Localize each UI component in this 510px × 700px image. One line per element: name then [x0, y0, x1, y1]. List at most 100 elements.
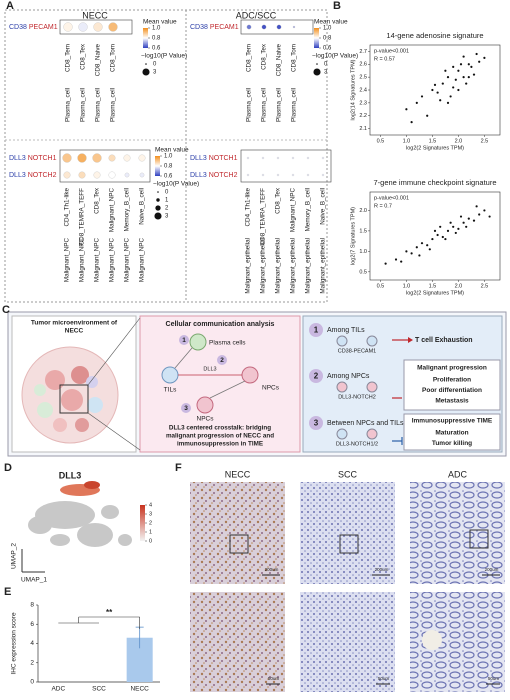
- y-axis-label: log2(14 Signatures TPM): [350, 59, 356, 120]
- effect: Tumor killing: [432, 440, 472, 447]
- legend-title: −log10(P Value): [153, 181, 199, 188]
- effect-box: [403, 413, 501, 451]
- color-tick-label: 4: [149, 502, 152, 508]
- panel-label: F: [175, 462, 182, 474]
- dot: [63, 22, 73, 32]
- image-title: ADC: [448, 469, 468, 479]
- image-title: SCC: [338, 469, 358, 479]
- cell: [336, 381, 348, 393]
- pair-label: DLL3 NOTCH1: [190, 155, 238, 162]
- point: [483, 209, 486, 212]
- plot-title: ADC/SCC: [236, 10, 277, 20]
- chart-title: 14-gene adenosine signature: [386, 31, 483, 40]
- x-tick-label: 2.5: [481, 138, 489, 144]
- color-bar: [155, 156, 160, 176]
- tme-title: NECC: [65, 328, 84, 335]
- point: [457, 88, 460, 92]
- effect: Poor differentiation: [422, 387, 482, 394]
- receptor: NOTCH1: [28, 155, 57, 162]
- color-bar: [314, 28, 319, 48]
- size-key: [154, 212, 162, 220]
- dot: [63, 171, 71, 179]
- scale-label: 200um: [375, 567, 389, 572]
- target-label: CD8_Tex: [94, 187, 101, 214]
- panel-label: D: [4, 462, 12, 474]
- ligand: DLL3: [190, 155, 207, 162]
- x-axis-label: log2(2 Signatures TPM): [406, 290, 464, 296]
- point: [441, 235, 444, 239]
- point: [433, 83, 437, 86]
- y-tick-label: 2.5: [359, 75, 367, 81]
- panel-label: A: [6, 0, 14, 12]
- size-key-label: 1: [165, 198, 169, 204]
- point: [457, 227, 460, 230]
- point: [470, 65, 473, 68]
- point: [405, 108, 408, 111]
- point: [475, 205, 478, 208]
- comm-box: [139, 315, 301, 453]
- point: [459, 63, 463, 66]
- y-tick-label: 1.0: [359, 249, 367, 255]
- comm-title: Cellular communication analysis: [166, 321, 275, 328]
- color-tick-label: 1.0: [152, 26, 161, 32]
- dot: [261, 173, 265, 177]
- cell: [366, 381, 378, 393]
- stat-label: p-value<0.001: [374, 48, 409, 54]
- dot: [276, 156, 280, 160]
- ihc-images: [190, 482, 505, 692]
- source-label: Malignant_NPC: [94, 238, 101, 283]
- y-tick-label: 2: [30, 659, 34, 666]
- receptor: NOTCH2: [209, 172, 238, 179]
- point: [459, 215, 463, 218]
- receptor: PECAM1: [210, 24, 239, 31]
- ligand-label: DLL3: [203, 366, 216, 372]
- panel-a-frame: [4, 9, 328, 303]
- dot: [292, 25, 296, 29]
- pair-label: CD38 PECAM1: [9, 24, 58, 31]
- pair-label: CD38 PECAM1: [190, 24, 239, 31]
- x-tick-label: 1.0: [403, 283, 411, 289]
- source-label: Malignant_NPC: [139, 238, 146, 283]
- source-label: Plasma_cell: [80, 88, 87, 122]
- target-label: Malignant_NPC: [290, 188, 297, 233]
- point: [472, 219, 476, 222]
- point: [415, 101, 418, 104]
- highlight-box: [59, 19, 133, 35]
- point: [467, 76, 470, 79]
- point: [462, 55, 465, 58]
- receptor: PECAM1: [29, 24, 58, 31]
- color-bar: [140, 505, 145, 541]
- color-tick-label: 1: [149, 529, 152, 535]
- size-key-label: 3: [153, 70, 157, 76]
- tme-title: Tumor microenvironment of: [31, 320, 118, 327]
- point: [454, 231, 457, 235]
- ligand: DLL3: [190, 172, 207, 179]
- x-tick-label: 1.5: [429, 283, 437, 289]
- point: [431, 237, 434, 241]
- point: [454, 78, 457, 81]
- pair-label: DLL3 NOTCH1: [9, 155, 57, 162]
- point: [439, 225, 442, 228]
- point: [467, 63, 470, 66]
- panel-label: B: [333, 0, 341, 12]
- legend-title: Mean value: [155, 147, 189, 154]
- point: [426, 244, 429, 247]
- target-label: CD8_Tex: [80, 43, 87, 70]
- y-tick-label: 4: [30, 640, 34, 647]
- cell: [336, 335, 348, 347]
- x-tick-label: 0.5: [377, 283, 385, 289]
- source-label: Malignant_epithelial: [275, 238, 282, 294]
- color-tick-label: 0.6: [323, 46, 332, 52]
- dot: [92, 153, 102, 163]
- target-label: CD8_TEMRA_TEFF: [260, 188, 267, 246]
- arrow-head: [408, 337, 413, 343]
- dot: [261, 24, 267, 30]
- source-label: Plasma_cell: [261, 88, 268, 122]
- step-number: 3: [314, 419, 319, 428]
- dot: [306, 156, 310, 160]
- dot: [78, 22, 88, 32]
- crosstalk-text: malignant progression of NECC and: [166, 433, 274, 440]
- color-tick-label: 0: [149, 538, 152, 544]
- cell-label: Plasma cells: [209, 340, 246, 347]
